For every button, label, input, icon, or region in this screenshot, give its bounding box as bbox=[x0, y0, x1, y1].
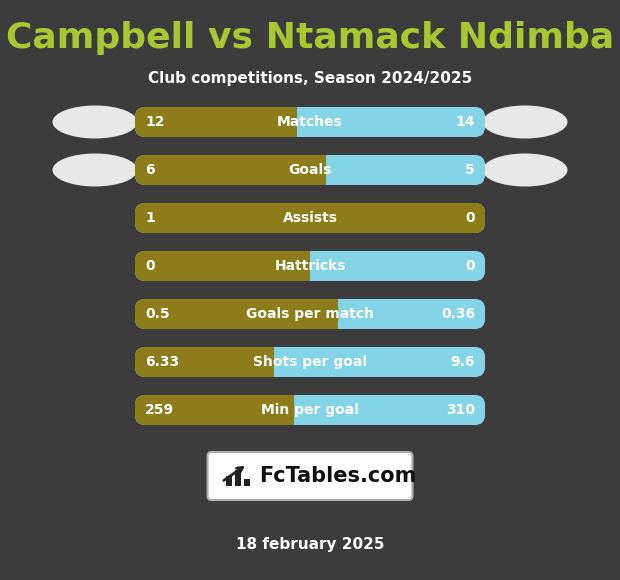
Text: 14: 14 bbox=[456, 115, 475, 129]
Text: 6.33: 6.33 bbox=[145, 355, 179, 369]
FancyBboxPatch shape bbox=[135, 107, 485, 137]
Text: 310: 310 bbox=[446, 403, 475, 417]
Bar bbox=[300, 251, 310, 281]
Bar bbox=[244, 479, 249, 486]
Text: Hattricks: Hattricks bbox=[274, 259, 346, 273]
Text: 0: 0 bbox=[466, 211, 475, 225]
FancyBboxPatch shape bbox=[135, 107, 296, 137]
Ellipse shape bbox=[53, 154, 138, 187]
FancyBboxPatch shape bbox=[135, 347, 485, 377]
FancyBboxPatch shape bbox=[135, 299, 339, 329]
FancyBboxPatch shape bbox=[135, 251, 485, 281]
Text: 0.36: 0.36 bbox=[441, 307, 475, 321]
Text: 1: 1 bbox=[145, 211, 155, 225]
Bar bbox=[316, 155, 326, 185]
Text: 5: 5 bbox=[465, 163, 475, 177]
Text: 0: 0 bbox=[145, 259, 154, 273]
Text: FcTables.com: FcTables.com bbox=[260, 466, 417, 486]
FancyBboxPatch shape bbox=[135, 395, 485, 425]
FancyBboxPatch shape bbox=[135, 395, 294, 425]
Text: Goals: Goals bbox=[288, 163, 332, 177]
Text: Campbell vs Ntamack Ndimba: Campbell vs Ntamack Ndimba bbox=[6, 21, 614, 55]
Ellipse shape bbox=[482, 154, 567, 187]
Text: 12: 12 bbox=[145, 115, 164, 129]
Bar bbox=[226, 476, 231, 486]
Bar bbox=[234, 470, 241, 486]
FancyBboxPatch shape bbox=[135, 251, 310, 281]
Text: 6: 6 bbox=[145, 163, 154, 177]
Bar bbox=[284, 395, 294, 425]
Bar bbox=[329, 299, 339, 329]
Text: Shots per goal: Shots per goal bbox=[253, 355, 367, 369]
FancyBboxPatch shape bbox=[135, 155, 485, 185]
FancyBboxPatch shape bbox=[135, 203, 485, 233]
Text: Assists: Assists bbox=[283, 211, 337, 225]
Bar bbox=[264, 347, 274, 377]
Text: Club competitions, Season 2024/2025: Club competitions, Season 2024/2025 bbox=[148, 71, 472, 85]
FancyBboxPatch shape bbox=[135, 299, 485, 329]
Text: 18 february 2025: 18 february 2025 bbox=[236, 538, 384, 553]
Text: Min per goal: Min per goal bbox=[261, 403, 359, 417]
FancyBboxPatch shape bbox=[135, 203, 485, 233]
FancyBboxPatch shape bbox=[208, 452, 412, 500]
Text: 0: 0 bbox=[466, 259, 475, 273]
Text: Matches: Matches bbox=[277, 115, 343, 129]
Text: 259: 259 bbox=[145, 403, 174, 417]
Ellipse shape bbox=[53, 106, 138, 139]
Bar bbox=[286, 107, 296, 137]
FancyBboxPatch shape bbox=[135, 347, 274, 377]
Text: 9.6: 9.6 bbox=[451, 355, 475, 369]
Ellipse shape bbox=[482, 106, 567, 139]
Text: Goals per match: Goals per match bbox=[246, 307, 374, 321]
Text: 0.5: 0.5 bbox=[145, 307, 170, 321]
FancyBboxPatch shape bbox=[135, 155, 326, 185]
